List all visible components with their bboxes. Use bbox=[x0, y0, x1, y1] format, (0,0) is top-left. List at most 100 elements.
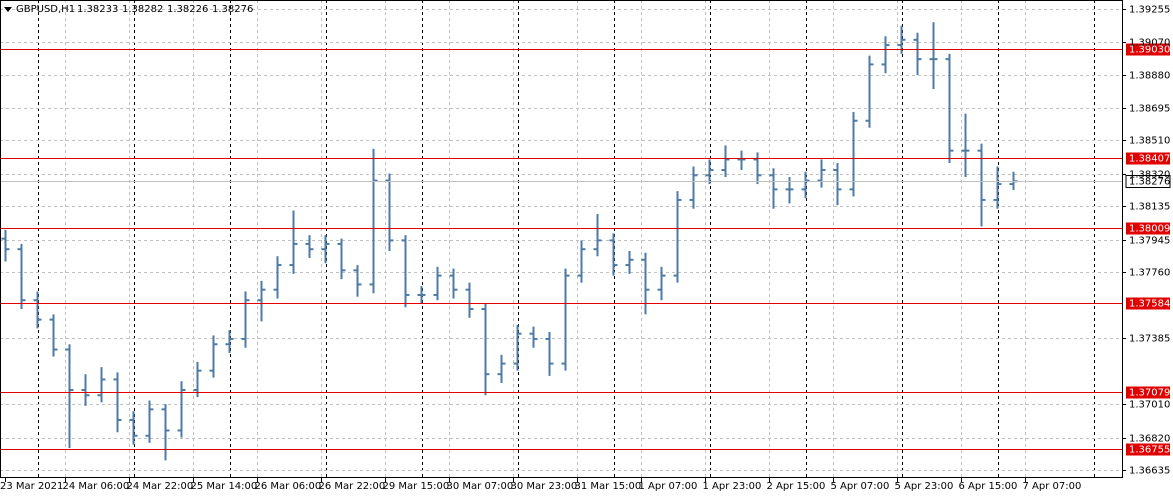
ohlc-bar bbox=[801, 171, 810, 199]
ohlc-bar bbox=[977, 143, 986, 227]
ohlc-bar bbox=[193, 361, 202, 398]
ohlc-bar bbox=[625, 250, 634, 274]
ohlc-bar bbox=[369, 148, 378, 294]
y-tick-label: 1.39255 bbox=[1129, 5, 1170, 16]
ohlc-bar bbox=[17, 243, 26, 310]
x-tick-label: 25 Mar 14:00 bbox=[191, 481, 258, 492]
header-value: 1.38282 bbox=[122, 4, 163, 15]
ohlc-bar bbox=[385, 173, 394, 251]
y-tick-label: 1.37760 bbox=[1129, 268, 1170, 279]
ohlc-bar bbox=[225, 330, 234, 354]
ohlc-bar bbox=[145, 400, 154, 443]
ohlc-bar bbox=[577, 240, 586, 283]
y-tick-label: 1.37385 bbox=[1129, 334, 1170, 345]
ohlc-bar bbox=[481, 303, 490, 396]
level-tag bbox=[1126, 386, 1170, 399]
x-tick-label: 30 Mar 07:00 bbox=[447, 481, 514, 492]
ohlc-bar bbox=[305, 235, 314, 259]
x-tick-label: 31 Mar 15:00 bbox=[575, 481, 642, 492]
y-tick-label: 1.38320 bbox=[1129, 170, 1170, 181]
ohlc-bar bbox=[65, 344, 74, 449]
y-tick-label: 1.38695 bbox=[1129, 104, 1170, 115]
x-tick-label: 26 Mar 06:00 bbox=[255, 481, 322, 492]
ohlc-bar bbox=[129, 411, 138, 445]
x-tick-label: 2 Apr 15:00 bbox=[767, 481, 826, 492]
ohlc-bar bbox=[337, 238, 346, 280]
ohlc-bar bbox=[721, 145, 730, 178]
ohlc-bar bbox=[529, 326, 538, 348]
ohlc-bar bbox=[561, 268, 570, 371]
ohlc-bar bbox=[161, 404, 170, 461]
ohlc-bar bbox=[113, 372, 122, 433]
ohlc-bar bbox=[593, 214, 602, 257]
header-value: 1.38233 bbox=[77, 4, 118, 15]
ohlc-bar bbox=[865, 55, 874, 128]
level-label: 1.38407 bbox=[1129, 154, 1170, 165]
ohlc-bar bbox=[705, 159, 714, 185]
ohlc-bar bbox=[769, 168, 778, 209]
bars bbox=[1, 22, 1018, 461]
x-tick-label: 29 Mar 15:00 bbox=[383, 481, 450, 492]
ohlc-bar bbox=[81, 374, 90, 406]
ohlc-bar bbox=[673, 191, 682, 283]
x-tick-label: 30 Mar 23:00 bbox=[511, 481, 578, 492]
last-price-tag bbox=[1125, 175, 1171, 188]
x-tick-label: 1 Apr 07:00 bbox=[639, 481, 698, 492]
ohlc-bar bbox=[609, 233, 618, 276]
ohlc-bar bbox=[913, 32, 922, 75]
ohlc-bar bbox=[849, 111, 858, 197]
ohlc-bar bbox=[497, 354, 506, 383]
ohlc-bar bbox=[545, 331, 554, 376]
level-tag bbox=[1126, 43, 1170, 56]
ohlc-bar bbox=[817, 159, 826, 188]
ohlc-bar bbox=[273, 256, 282, 299]
x-tick-label: 23 Mar 2021 bbox=[0, 481, 63, 492]
ohlc-bar bbox=[833, 162, 842, 206]
level-tag bbox=[1126, 152, 1170, 165]
ohlc-bar bbox=[753, 152, 762, 185]
ohlc-bar bbox=[513, 324, 522, 371]
ohlc-bar bbox=[881, 36, 890, 74]
x-tick-label: 24 Mar 06:00 bbox=[63, 481, 130, 492]
ohlc-bar bbox=[449, 268, 458, 299]
ohlc-bar bbox=[177, 381, 186, 438]
ohlc-bar bbox=[945, 53, 954, 163]
ohlc-bar bbox=[433, 266, 442, 301]
chart-title: GBPUSD,H1 bbox=[16, 4, 75, 15]
ohlc-bar bbox=[1, 229, 10, 262]
ohlc-bar bbox=[657, 266, 666, 301]
ohlc-bar bbox=[641, 252, 650, 315]
x-tick-label: 24 Mar 22:00 bbox=[127, 481, 194, 492]
level-tag bbox=[1126, 222, 1170, 235]
x-tick-label: 7 Apr 07:00 bbox=[1023, 481, 1082, 492]
y-tick-label: 1.38880 bbox=[1129, 71, 1170, 82]
ohlc-bar bbox=[321, 235, 330, 264]
ohlc-bar bbox=[465, 282, 474, 318]
grid bbox=[0, 0, 1123, 478]
ohlc-bar bbox=[257, 280, 266, 322]
ohlc-bar bbox=[49, 314, 58, 357]
ohlc-bar bbox=[289, 210, 298, 274]
last-price-label: 1.38276 bbox=[1129, 177, 1170, 188]
y-tick-label: 1.37010 bbox=[1129, 400, 1170, 411]
level-label: 1.38009 bbox=[1129, 224, 1170, 235]
ohlc-bar bbox=[209, 335, 218, 378]
ohlc-bar bbox=[241, 291, 250, 348]
ohlc-bar bbox=[993, 166, 1002, 209]
ohlc-bar bbox=[353, 265, 362, 297]
overlay: 1.39030 1.38407 1.38009 1.37584 1.37079 1.367… bbox=[0, 43, 1171, 456]
menu-arrow[interactable] bbox=[4, 7, 12, 12]
y-tick-label: 1.37945 bbox=[1129, 236, 1170, 247]
y-tick-label: 1.38135 bbox=[1129, 202, 1170, 213]
x-tick-label: 1 Apr 23:00 bbox=[703, 481, 762, 492]
ohlc-bar bbox=[737, 150, 746, 171]
ohlc-bar bbox=[417, 286, 426, 304]
ohlc-bar bbox=[33, 291, 42, 329]
level-label: 1.36755 bbox=[1129, 445, 1170, 456]
level-label: 1.37584 bbox=[1129, 299, 1170, 310]
header-value: 1.38226 bbox=[167, 4, 208, 15]
ohlc-bar bbox=[401, 235, 410, 308]
level-label: 1.37079 bbox=[1129, 388, 1170, 399]
